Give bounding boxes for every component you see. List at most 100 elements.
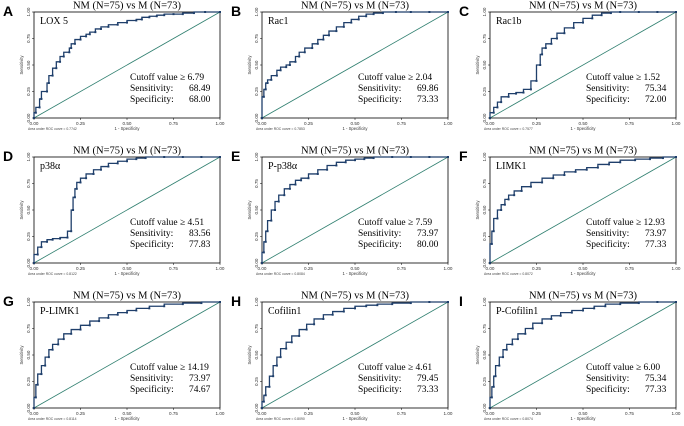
panel-f-y-axis-label: Sensitivity	[475, 200, 480, 220]
panel-e-roc-point	[266, 230, 269, 233]
panel-a-roc-point	[51, 74, 54, 77]
panel-c-y-tick-label: 0.50	[482, 60, 487, 69]
panel-c-x-tick-label: 0.25	[532, 121, 541, 126]
panel-d-x-tick-label: 0.00	[30, 266, 39, 271]
panel-i-x-tick-label: 0.50	[579, 411, 588, 416]
panel-i-x-tick-label: 0.25	[532, 411, 541, 416]
panel-g-x-tick-label: 0.75	[169, 411, 178, 416]
panel-d-roc-point	[181, 156, 184, 158]
panel-h-y-tick-label: 0.25	[254, 377, 259, 386]
panel-b-roc-point	[381, 12, 384, 15]
panel-g-marker-name: P-LIMK1	[40, 306, 79, 317]
panel-g-roc-point	[200, 302, 203, 305]
panel-b-sensitivity-label: Sensitivity:	[358, 84, 401, 94]
panel-f-sensitivity-value: 73.97	[645, 229, 667, 239]
panel-f-roc-point	[500, 209, 503, 211]
panel-f-cutoff: Cutoff value ≥ 12.93	[586, 217, 665, 228]
panel-c-letter: C	[459, 3, 469, 19]
panel-a-x-tick-label: 0.50	[123, 121, 132, 126]
panel-h-roc-point	[264, 394, 267, 397]
panel-b-roc-point	[285, 66, 288, 69]
panel-d-specificity-label: Specificity:	[130, 239, 174, 250]
panel-b-roc-point	[288, 64, 291, 66]
panel-h-y-tick-label: 0.00	[254, 403, 259, 412]
panel-c-x-tick-label: 0.75	[625, 121, 634, 126]
panel-c-cutoff: Cutoff value ≥ 1.52	[586, 72, 660, 83]
panel-g-y-tick-label: 0.25	[26, 377, 31, 386]
panel-f-y-tick-label: 1.00	[482, 152, 487, 161]
panel-h-roc-point	[268, 385, 271, 388]
panel-b-title: NM (N=75) vs M (N=73)	[301, 1, 410, 12]
panel-e-roc-point	[264, 240, 267, 243]
panel-g-specificity-label: Specificity:	[130, 384, 174, 395]
panel-i-roc-point	[498, 364, 501, 367]
panel-c: C NM (N=75) vs M (N=73) 0.000.00 0.25 0.25 0.…	[459, 1, 681, 132]
panel-c-roc-point	[507, 95, 510, 98]
panel-c-x-tick-label: 0.50	[579, 121, 588, 126]
panel-c-specificity-value: 72.00	[645, 95, 667, 105]
panel-i-reference-line	[489, 301, 677, 409]
panel-b-y-tick-label: 1.00	[254, 7, 259, 16]
panel-c-roc-curve	[489, 11, 676, 118]
panel-i-marker-name: P-Cofilin1	[496, 306, 538, 317]
panel-a-roc-point	[79, 38, 82, 41]
panel-a-x-tick-label: 1.00	[216, 121, 225, 126]
panel-i-roc-point	[582, 309, 584, 312]
panel-c-roc-point	[496, 106, 499, 109]
panel-b-roc-point	[294, 60, 297, 63]
panel-d-roc-point	[85, 177, 88, 180]
panel-b-roc-point	[342, 25, 345, 28]
panel-i-letter: I	[459, 293, 463, 309]
panel-c-roc-point	[544, 47, 547, 50]
panel-g: G NM (N=75) vs M (N=73) 0.000.00 0.25 0.25 0.…	[3, 291, 225, 422]
panel-b-roc-point	[327, 34, 330, 37]
panel-i-x-tick-label: 0.00	[486, 411, 495, 416]
panel-d-roc-point	[40, 246, 43, 249]
panel-g-roc-point	[33, 407, 35, 409]
panel-d: D NM (N=75) vs M (N=73) 0.000.00 0.25 0.25 0.…	[3, 146, 225, 277]
panel-a-roc-point	[34, 111, 37, 114]
panel-b-x-tick-label: 0.75	[397, 121, 406, 126]
panel-f-y-tick-label: 0.75	[482, 179, 487, 188]
panel-a-roc-point	[38, 106, 41, 109]
panel-a-y-tick-label: 0.50	[26, 60, 31, 69]
panel-i-roc-point	[502, 356, 505, 359]
panel-i-roc-point	[524, 332, 527, 335]
panel-e-roc-point	[354, 159, 356, 162]
panel-e-reference-line	[261, 156, 449, 264]
panel-b-roc-point	[335, 30, 338, 33]
panel-f-roc-point	[503, 203, 506, 206]
panel-c-y-tick-label: 0.75	[482, 34, 487, 43]
panel-a-y-tick-label: 1.00	[26, 7, 31, 16]
panel-g-letter: G	[3, 293, 14, 309]
panel-g-roc-curve	[33, 301, 220, 408]
panel-e-letter: E	[231, 148, 240, 164]
panel-b-roc-point	[298, 55, 301, 58]
panel-f-roc-point	[648, 158, 651, 161]
panel-c-roc-point	[572, 26, 575, 29]
panel-e-roc-point	[274, 209, 277, 211]
panel-c-roc-point	[600, 14, 603, 17]
panel-b-y-tick-label: 0.75	[254, 34, 259, 43]
panel-d-roc-point	[79, 181, 82, 184]
panel-c-sensitivity-value: 75.34	[645, 84, 667, 94]
panel-c-roc-point	[550, 42, 553, 45]
panel-e-y-tick-label: 0.75	[254, 179, 259, 188]
panel-a-roc-point	[68, 51, 71, 54]
panel-d-roc-point	[51, 238, 54, 241]
panel-a: A NM (N=75) vs M (N=73) 0.000.00 0.25 0.25 0.…	[3, 1, 225, 132]
panel-i-roc-point	[505, 348, 508, 351]
panel-h-y-tick-label: 0.50	[254, 350, 259, 359]
panel-f-x-tick-label: 1.00	[672, 266, 681, 271]
panel-e-roc-point	[288, 187, 291, 190]
panel-d-roc-point	[46, 240, 49, 243]
panel-f-roc-point	[608, 163, 611, 166]
panel-i-roc-point	[593, 307, 596, 310]
panel-g-x-axis-label: 1 - Specificity	[115, 416, 141, 421]
panel-h-specificity-label: Specificity:	[358, 384, 402, 395]
panel-f-roc-point	[513, 194, 516, 197]
panel-i-sensitivity-value: 75.34	[645, 374, 667, 384]
panel-d-roc-point	[70, 230, 73, 233]
panel-g-roc-point	[126, 311, 128, 314]
